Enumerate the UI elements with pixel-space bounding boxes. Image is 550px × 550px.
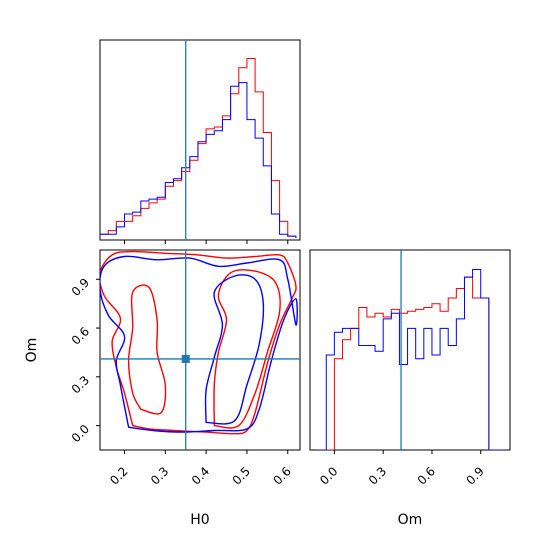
tick-label-om-x: 0.6 bbox=[415, 464, 438, 487]
tick-label-om-y: 0.0 bbox=[69, 422, 92, 445]
y-axis-label-om: Om bbox=[24, 338, 40, 363]
tick-label-h0: 0.2 bbox=[107, 464, 130, 487]
contour-series-a-2 bbox=[213, 269, 281, 429]
panel-joint-h0-om bbox=[99, 249, 301, 451]
tick-label-h0: 0.5 bbox=[230, 464, 253, 487]
panel-marginal-h0 bbox=[99, 39, 301, 241]
x-axis-label-om: Om bbox=[398, 512, 423, 528]
tick-label-om-y: 0.6 bbox=[69, 324, 92, 347]
tick-label-h0: 0.4 bbox=[189, 464, 212, 487]
contour-series-a-3 bbox=[127, 284, 167, 415]
truth-marker bbox=[181, 354, 190, 363]
joint-contours bbox=[100, 250, 300, 450]
x-axis-label-h0: H0 bbox=[190, 512, 209, 528]
tick-label-om-x: 0.3 bbox=[366, 464, 389, 487]
tick-label-om-x: 0.0 bbox=[317, 464, 340, 487]
histogram-om-series-2 bbox=[318, 269, 506, 450]
tick-label-h0: 0.3 bbox=[148, 464, 171, 487]
tick-label-om-y: 0.9 bbox=[69, 275, 92, 298]
contour-series-b-1 bbox=[100, 255, 298, 433]
contour-series-b-2 bbox=[204, 274, 265, 425]
tick-label-om-x: 0.9 bbox=[463, 464, 486, 487]
tick-label-om-y: 0.3 bbox=[69, 373, 92, 396]
panel-marginal-om bbox=[309, 249, 511, 451]
contour-series-a-1 bbox=[100, 250, 297, 435]
marginal-h0-histograms bbox=[100, 40, 297, 240]
histogram-h0-series-2 bbox=[100, 82, 297, 238]
tick-label-h0: 0.6 bbox=[270, 464, 293, 487]
marginal-om-histograms bbox=[318, 250, 506, 450]
